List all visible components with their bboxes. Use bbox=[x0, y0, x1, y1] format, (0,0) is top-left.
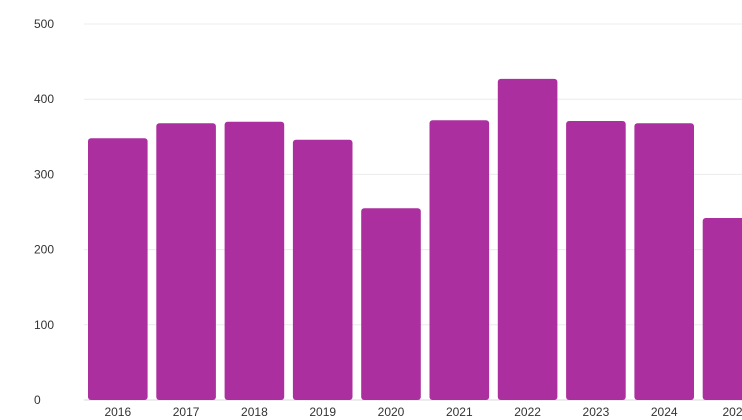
x-tick-label-2016: 2016 bbox=[104, 405, 131, 419]
y-tick-label-100: 100 bbox=[34, 318, 54, 332]
y-tick-label-400: 400 bbox=[34, 92, 54, 106]
x-tick-label-2019: 2019 bbox=[309, 405, 336, 419]
bar-2016 bbox=[88, 138, 148, 400]
y-tick-label-300: 300 bbox=[34, 167, 54, 181]
bar-2020 bbox=[361, 208, 421, 400]
bar-layer bbox=[88, 78, 742, 401]
bar-2022 bbox=[497, 78, 558, 401]
bar-2025 bbox=[702, 218, 742, 400]
x-tick-label-2021: 2021 bbox=[446, 405, 473, 419]
y-tick-label-500: 500 bbox=[34, 17, 54, 31]
y-tick-label-0: 0 bbox=[34, 393, 41, 407]
bar-2023 bbox=[566, 121, 626, 401]
bar-2019 bbox=[292, 139, 353, 401]
y-tick-label-200: 200 bbox=[34, 243, 54, 257]
x-tick-label-2023: 2023 bbox=[583, 405, 610, 419]
x-tick-label-2022: 2022 bbox=[514, 405, 541, 419]
bar-2024 bbox=[634, 123, 694, 400]
bar-2017 bbox=[156, 123, 216, 400]
y-axis: 0 100 200 300 400 500 bbox=[34, 17, 54, 407]
x-axis: 2016 2017 2018 2019 2020 2021 2022 2023 2024 202 bbox=[104, 405, 742, 419]
bar-2018 bbox=[224, 121, 285, 400]
x-tick-label-2018: 2018 bbox=[241, 405, 268, 419]
bar-2021 bbox=[429, 120, 490, 401]
x-tick-label-202: 202 bbox=[722, 405, 742, 419]
x-tick-label-2024: 2024 bbox=[651, 405, 678, 419]
x-tick-label-2020: 2020 bbox=[378, 405, 405, 419]
x-tick-label-2017: 2017 bbox=[173, 405, 200, 419]
